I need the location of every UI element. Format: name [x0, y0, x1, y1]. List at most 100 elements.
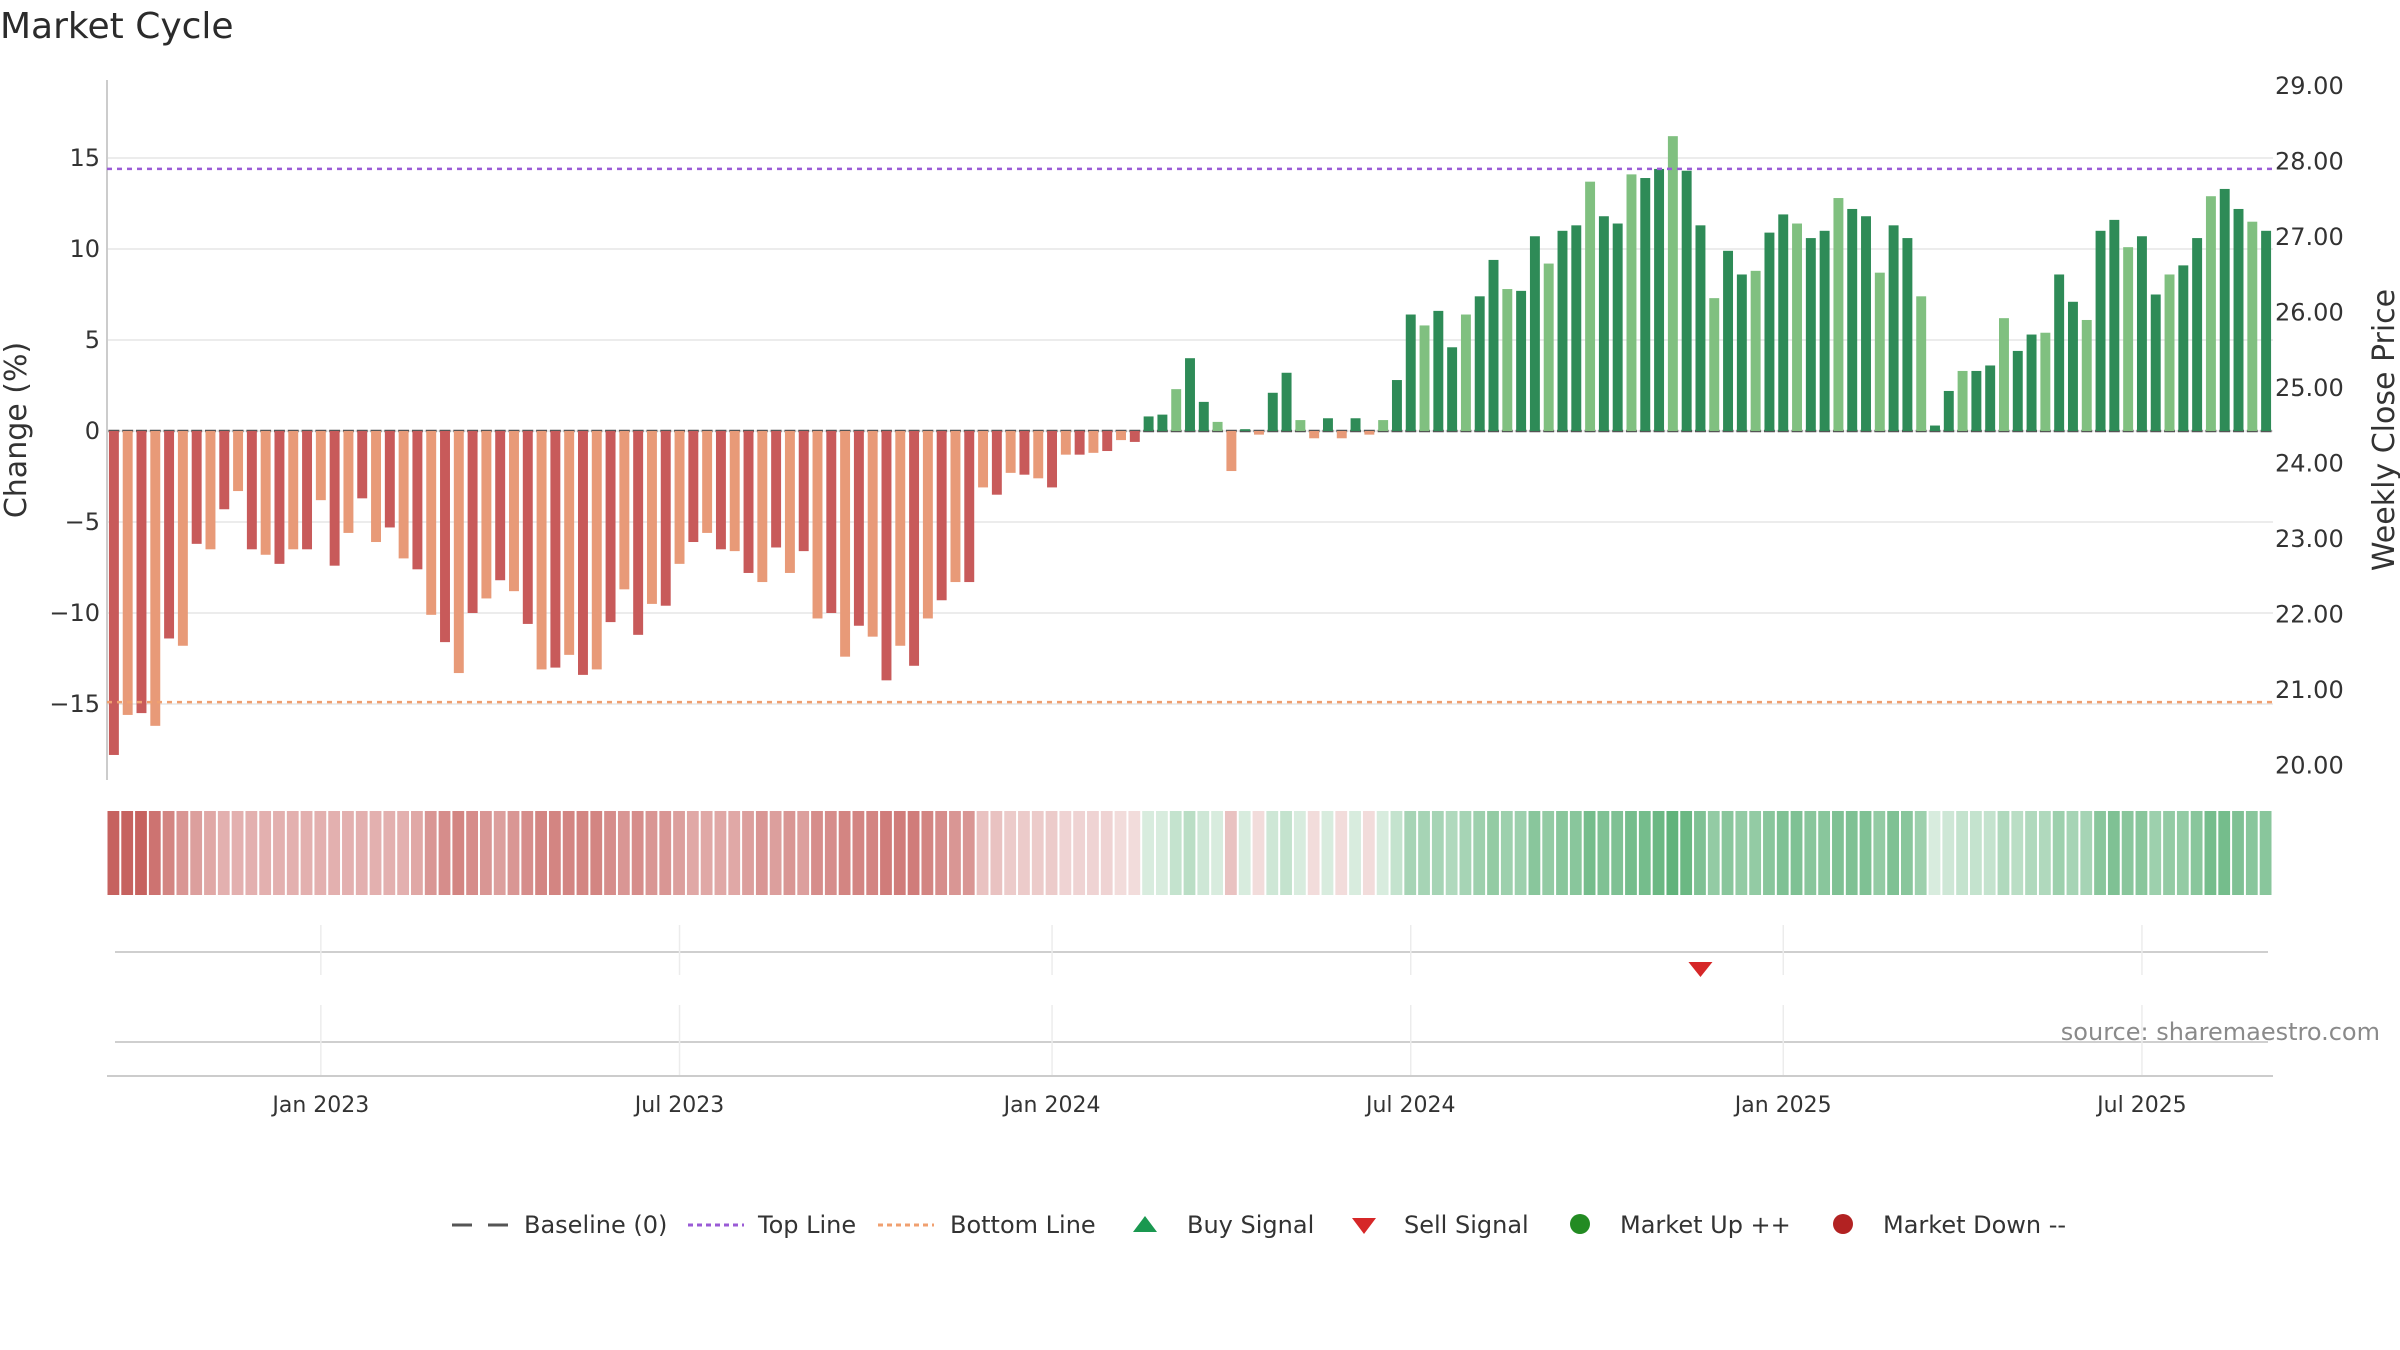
heat-cell	[617, 811, 630, 895]
heat-cell	[1197, 811, 1210, 895]
right-y-tick-label: 27.00	[2275, 223, 2344, 251]
legend-buy-signal: Buy Signal	[1133, 1211, 1314, 1239]
change-bar	[564, 431, 575, 655]
heat-cell	[1528, 811, 1541, 895]
change-bar	[715, 431, 726, 550]
heat-cell	[1680, 811, 1693, 895]
change-bar	[1598, 216, 1609, 431]
change-bar	[1999, 318, 2009, 431]
x-tick-label: Jul 2025	[2095, 1093, 2187, 1118]
change-bar	[1267, 392, 1278, 431]
change-bar	[453, 431, 464, 674]
legend-label: Market Up ++	[1620, 1211, 1791, 1239]
change-bar	[2067, 301, 2078, 431]
legend-label: Bottom Line	[950, 1211, 1096, 1239]
heat-cell	[259, 811, 272, 895]
change-bar	[1198, 401, 1209, 431]
change-bar	[2109, 219, 2120, 431]
heat-cell	[742, 811, 754, 895]
change-bar	[1847, 208, 1858, 431]
legend-sell-signal: Sell Signal	[1352, 1211, 1529, 1239]
heat-cell	[1735, 811, 1748, 895]
change-bar	[1971, 370, 1982, 431]
heat-cell	[2011, 811, 2024, 895]
heat-cell	[1128, 811, 1141, 895]
change-bar	[1902, 238, 1913, 431]
change-bar	[1033, 431, 1044, 479]
heat-cell	[383, 811, 396, 895]
heat-cell	[1335, 811, 1348, 895]
heat-cell	[2163, 811, 2175, 895]
change-bar	[1819, 230, 1830, 431]
change-bar	[2150, 294, 2161, 431]
change-bar	[426, 431, 437, 615]
heat-cell	[576, 811, 589, 895]
legend-label: Market Down --	[1883, 1211, 2066, 1239]
heat-cell	[479, 811, 492, 895]
change-bar	[1874, 272, 1885, 431]
change-bar	[398, 431, 409, 559]
heat-cell	[1721, 811, 1734, 895]
change-bar	[1943, 390, 1954, 431]
change-bar	[122, 431, 133, 715]
heat-cell	[783, 811, 796, 895]
heat-cell	[135, 811, 147, 895]
heat-cell	[1087, 811, 1099, 895]
heat-cell	[314, 811, 327, 895]
heat-cell	[535, 811, 547, 895]
heat-cell	[700, 811, 713, 895]
heat-cell	[1611, 811, 1624, 895]
change-bar	[1626, 174, 1637, 431]
change-bar	[1792, 223, 1802, 431]
heat-cell	[1362, 811, 1375, 895]
change-bar	[509, 431, 519, 592]
heat-cell	[645, 811, 658, 895]
heat-cell	[438, 811, 451, 895]
change-bar	[950, 431, 961, 583]
legend: Baseline (0) Top Line Bottom Line Buy Signa…	[452, 1211, 2066, 1239]
change-bar	[1116, 431, 1126, 441]
change-bar	[591, 431, 602, 670]
heat-cell	[1832, 811, 1844, 895]
change-bar	[1005, 431, 1016, 473]
change-bar	[1088, 431, 1099, 453]
change-bar	[2123, 247, 2134, 431]
change-bar	[1723, 250, 1734, 431]
heat-cell	[328, 811, 341, 895]
change-bar	[743, 431, 754, 573]
heat-cell	[1142, 811, 1155, 895]
heat-cell	[2204, 811, 2217, 895]
right-y-tick-label: 25.00	[2275, 374, 2344, 402]
change-bar	[1888, 225, 1899, 431]
heat-cell	[797, 811, 810, 895]
heat-cell	[2038, 811, 2051, 895]
change-bar	[2233, 208, 2244, 431]
change-bar	[1778, 214, 1789, 431]
heat-cell	[880, 811, 892, 895]
change-bar	[646, 431, 657, 604]
heat-cell	[121, 811, 134, 895]
heat-cell	[1790, 811, 1803, 895]
change-bar	[964, 431, 975, 583]
change-bar	[812, 431, 823, 619]
change-bar	[1378, 420, 1389, 431]
change-bar	[1709, 298, 1720, 431]
heat-cell	[1018, 811, 1030, 895]
heat-cell	[1583, 811, 1596, 895]
change-bar	[1861, 216, 1871, 431]
heat-cell	[907, 811, 920, 895]
heat-cell	[1280, 811, 1292, 895]
heat-cell	[342, 811, 354, 895]
change-bar	[771, 431, 782, 548]
change-bar	[2205, 196, 2216, 431]
change-bar	[481, 431, 492, 599]
change-bar	[1226, 431, 1237, 472]
heat-cell	[190, 811, 203, 895]
change-bar	[315, 431, 326, 501]
heat-cell	[1156, 811, 1168, 895]
heat-cell	[452, 811, 465, 895]
change-bar	[729, 431, 740, 552]
change-bar	[619, 431, 630, 590]
heat-cell	[866, 811, 879, 895]
